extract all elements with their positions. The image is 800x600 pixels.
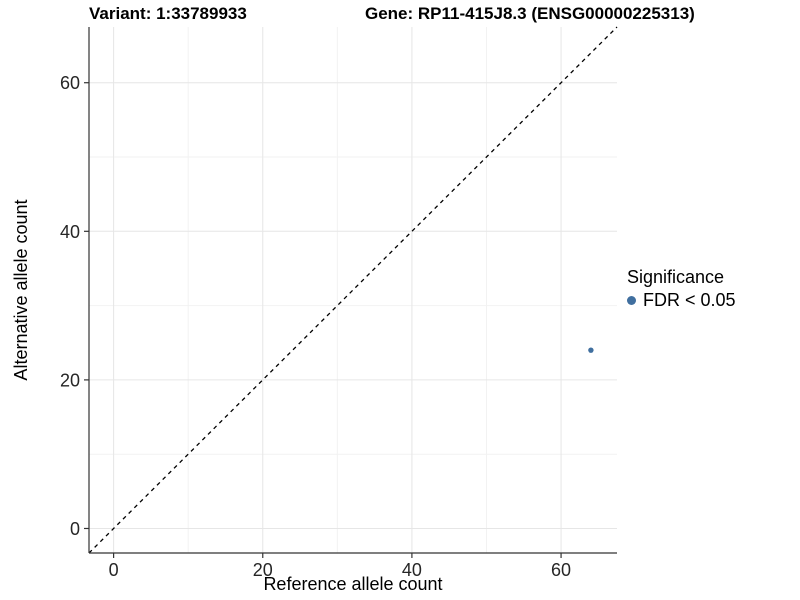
gene-title: Gene: RP11-415J8.3 (ENSG00000225313) (365, 4, 695, 23)
x-tick-label: 0 (109, 560, 119, 580)
legend-entry: FDR < 0.05 (627, 289, 736, 311)
identity-dashed-line (88, 26, 618, 554)
legend: Significance FDR < 0.05 (627, 266, 736, 311)
y-tick-label: 0 (70, 519, 80, 539)
y-axis-title: Alternative allele count (11, 199, 31, 381)
y-tick-label: 40 (60, 222, 80, 242)
x-tick-label: 60 (551, 560, 571, 580)
legend-title: Significance (627, 267, 725, 287)
legend-entry-label: FDR < 0.05 (643, 290, 736, 310)
y-tick-label: 20 (60, 370, 80, 390)
variant-title: Variant: 1:33789933 (89, 4, 247, 23)
data-point (588, 347, 594, 353)
x-axis-title: Reference allele count (263, 574, 443, 594)
significant-point-icon (627, 295, 636, 305)
x-tick-label: 20 (253, 560, 273, 580)
x-tick-label: 40 (402, 560, 422, 580)
y-tick-label: 60 (60, 73, 80, 93)
